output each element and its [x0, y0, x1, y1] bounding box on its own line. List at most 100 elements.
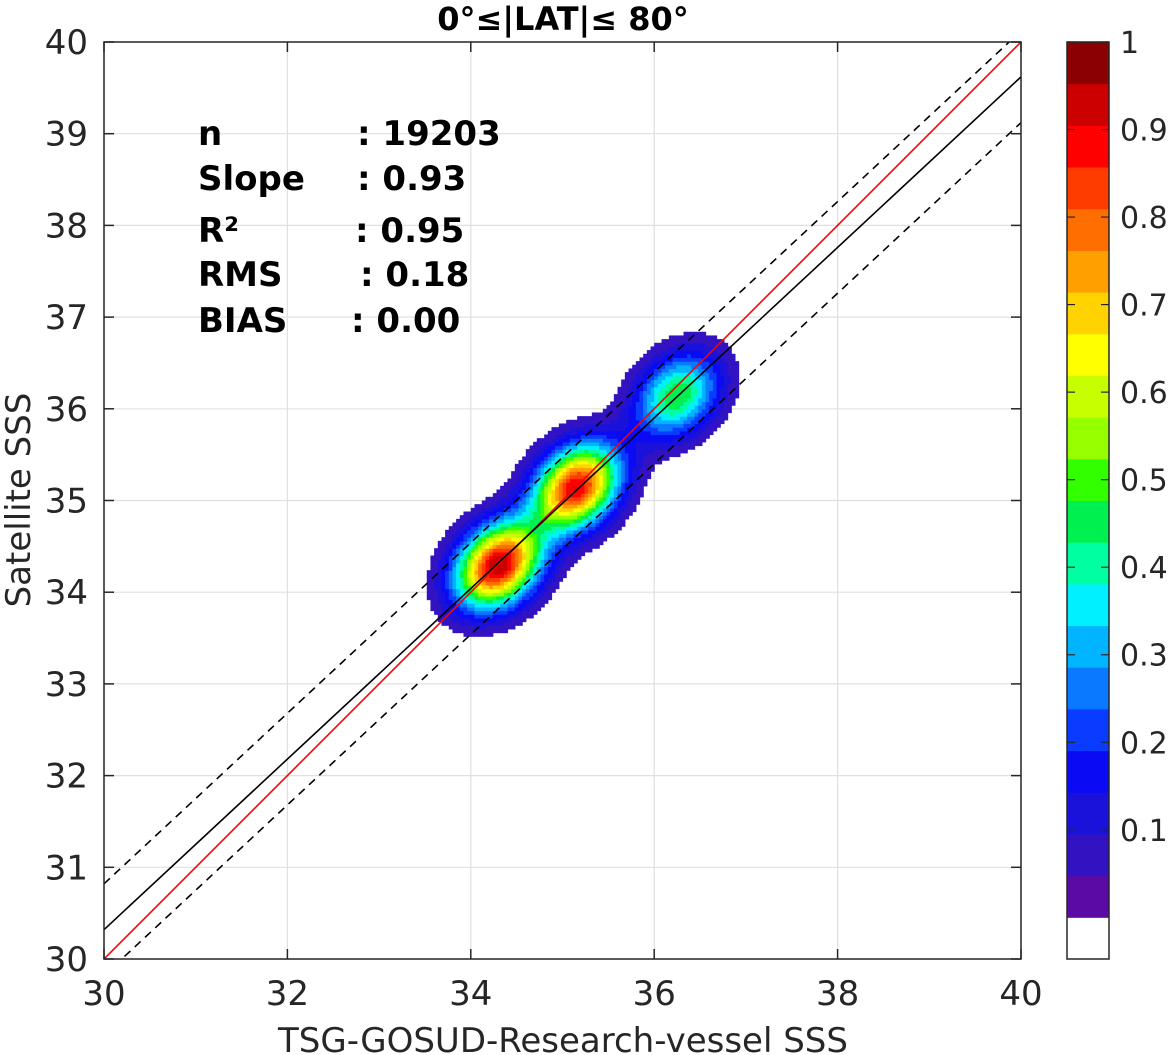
density-cell [646, 397, 652, 403]
density-cell [591, 507, 597, 513]
density-cell [643, 474, 648, 480]
density-cell [599, 515, 604, 520]
density-cell [602, 482, 608, 487]
density-cell [650, 427, 655, 432]
density-cell [511, 555, 516, 560]
density-cell [448, 570, 454, 575]
density-cell [694, 350, 699, 355]
density-cell [463, 562, 468, 568]
density-cell [621, 383, 626, 388]
stats-annotation: n : 19203 Slope : 0.93 R² : 0.95 RMS : 0… [198, 114, 501, 341]
density-cell [628, 427, 633, 432]
density-cell [650, 460, 655, 465]
density-cell [492, 617, 498, 623]
density-cell [665, 430, 670, 436]
density-cell [577, 537, 582, 542]
density-cell [426, 573, 432, 579]
density-cell [577, 441, 582, 447]
density-cell [555, 478, 560, 483]
density-cell [544, 452, 549, 458]
density-cell [547, 540, 553, 546]
density-cell [452, 551, 457, 557]
density-cell [511, 493, 516, 498]
density-cell [613, 463, 619, 469]
density-cell [522, 526, 527, 531]
density-cell [459, 603, 465, 608]
density-cell [525, 588, 531, 593]
density-cell [566, 441, 571, 447]
density-cell [577, 533, 582, 538]
density-cell [434, 592, 439, 597]
density-cell [456, 617, 461, 623]
density-cell [588, 518, 593, 524]
density-cell [547, 526, 553, 531]
density-cell [665, 423, 670, 428]
density-cell [665, 397, 670, 403]
density-cell [624, 416, 630, 421]
density-cell [665, 456, 670, 461]
density-cell [558, 551, 564, 557]
density-cell [430, 570, 435, 575]
density-cell [661, 361, 666, 366]
density-cell [507, 614, 512, 619]
density-cell [657, 372, 663, 377]
density-cell [591, 456, 597, 461]
density-cell [679, 386, 685, 392]
density-cell [661, 445, 666, 450]
density-cell [690, 405, 696, 410]
density-cell [709, 361, 714, 366]
density-cell [690, 423, 696, 428]
density-cell [606, 482, 611, 487]
density-cell [485, 625, 490, 630]
density-cell [540, 570, 545, 575]
density-cell [529, 610, 534, 615]
density-cell [514, 500, 520, 505]
density-cell [577, 478, 582, 483]
density-cell [511, 504, 516, 509]
density-cell [654, 419, 659, 425]
density-cell [584, 507, 589, 513]
density-cell [522, 467, 527, 472]
density-cell [635, 419, 641, 425]
density-cell [551, 493, 556, 498]
density-cell [547, 566, 553, 571]
density-cell [698, 353, 703, 359]
density-cell [456, 555, 461, 560]
density-cell [617, 416, 622, 421]
density-cell [426, 584, 432, 590]
density-cell [489, 599, 494, 604]
density-cell [536, 507, 542, 513]
density-cell [610, 507, 615, 513]
density-cell [511, 485, 516, 491]
density-cell [643, 368, 648, 373]
density-cell [426, 592, 432, 597]
density-cell [687, 364, 692, 370]
density-cell [573, 555, 578, 560]
density-cell [566, 460, 571, 465]
density-cell [485, 500, 490, 505]
density-cell [496, 544, 501, 549]
density-cell [566, 467, 571, 472]
density-cell [566, 489, 571, 494]
density-cell [573, 467, 578, 472]
density-cell [720, 383, 725, 388]
colorbar-segment [1067, 375, 1109, 418]
density-cell [727, 397, 732, 403]
density-cell [569, 544, 575, 549]
density-cell [551, 529, 556, 535]
density-cell [448, 588, 454, 593]
density-cell [507, 533, 512, 538]
density-cell [566, 511, 571, 516]
density-cell [657, 394, 663, 399]
density-cell [525, 599, 531, 604]
density-cell [643, 419, 648, 425]
density-cell [463, 621, 468, 626]
density-cell [701, 339, 707, 344]
density-cell [705, 401, 710, 406]
density-cell [463, 577, 468, 582]
density-cell [562, 518, 567, 524]
density-cell [536, 548, 542, 553]
density-cell [668, 434, 674, 439]
density-cell [720, 372, 725, 377]
density-cell [580, 511, 586, 516]
